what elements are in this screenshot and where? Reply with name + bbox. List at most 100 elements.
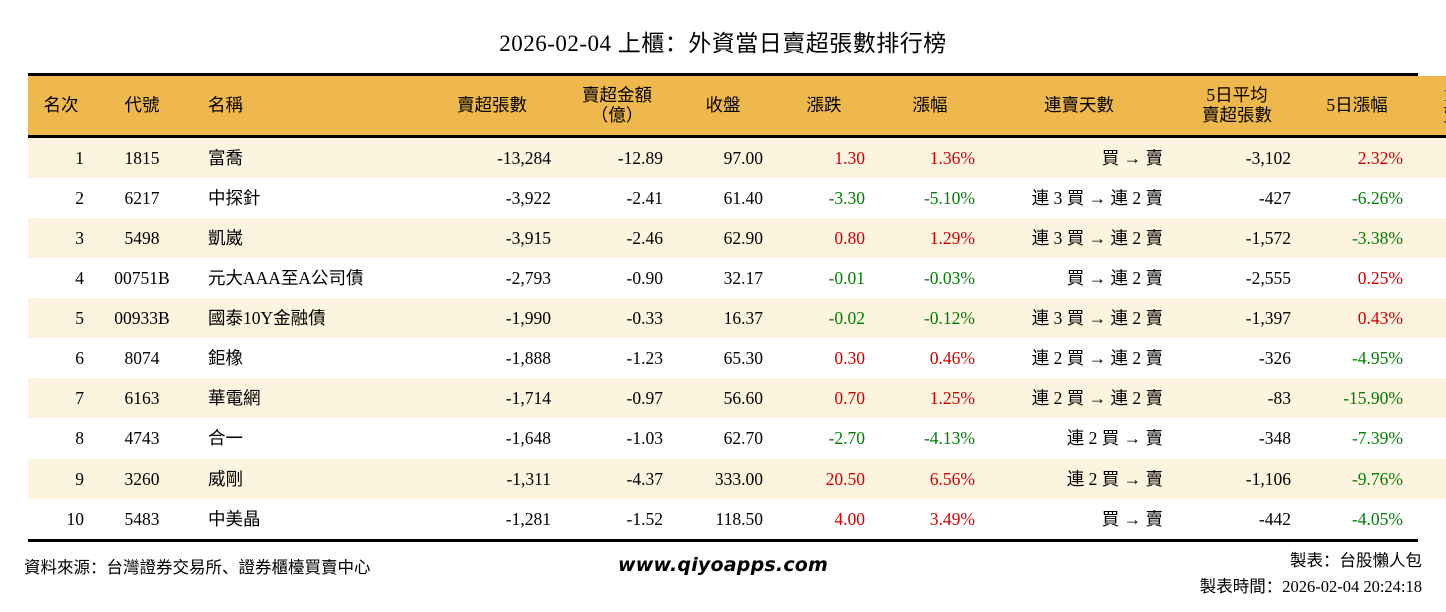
table-row[interactable]: 4 00751B 元大AAA至A公司債 -2,793 -0.90 32.17 -0.01 -0… <box>28 257 1446 299</box>
cell-avg10: -1,280 <box>1413 218 1446 258</box>
cell-volume: -13,284 <box>497 147 551 168</box>
footer-source: 資料來源：台灣證券交易所、證券櫃檯買賣中心 <box>24 558 371 577</box>
cell-volume: -1,714 <box>505 388 551 409</box>
cell-code: 1815 <box>124 147 160 168</box>
table-body: 1 1815 富喬 -13,284 -12.89 97.00 1.30 1.36% 買 → 賣 -… <box>28 136 1446 539</box>
cell-avg10: -312 <box>1413 418 1446 458</box>
cell-close: 97.00 <box>723 147 763 168</box>
col-header-amount: 賣超金額 （億） <box>561 76 673 138</box>
col-header-avg10-line2: 賣超張數 <box>1423 105 1446 125</box>
col-header-name: 名稱 <box>190 76 423 138</box>
cell-rank: 2 <box>75 187 84 208</box>
cell-change-pct: 1.29% <box>929 227 975 248</box>
cell-change-pct: -0.03% <box>923 267 975 288</box>
cell-change: -3.30 <box>828 187 865 208</box>
ranking-table: 名次 代號 名稱 賣超張數 賣超金額 （億） 收盤 漲跌 漲幅 連賣天數 5日平… <box>28 76 1446 539</box>
cell-amount: -1.03 <box>626 428 663 449</box>
col-header-avg10-line1: 10日平均 <box>1423 85 1446 105</box>
footer-author: 製表：台股懶人包 <box>1290 551 1422 570</box>
cell-pct5: -3.38% <box>1351 227 1403 248</box>
col-header-avg5-line1: 5日平均 <box>1206 85 1268 105</box>
cell-streak: 連 2 買 → 連 2 賣 <box>1031 348 1163 369</box>
col-header-amount-line1: 賣超金額 <box>582 85 652 105</box>
table-row[interactable]: 2 6217 中探針 -3,922 -2.41 61.40 -3.30 -5.10% 連 3 買… <box>28 177 1446 218</box>
cell-name: 威剛 <box>208 468 243 489</box>
cell-volume: -1,311 <box>506 468 551 489</box>
cell-avg5: -427 <box>1258 187 1291 208</box>
cell-rank: 6 <box>75 348 84 369</box>
cell-avg10: -462 <box>1413 499 1446 539</box>
cell-change-pct: -5.10% <box>923 187 975 208</box>
cell-code: 4743 <box>124 428 160 449</box>
cell-close: 61.40 <box>723 187 763 208</box>
cell-volume: -3,922 <box>505 187 551 208</box>
cell-name: 合一 <box>208 428 243 449</box>
cell-amount: -2.46 <box>626 227 663 248</box>
cell-change: 1.30 <box>834 147 865 168</box>
cell-avg10: -1,667 <box>1413 258 1446 298</box>
cell-change-pct: 1.25% <box>929 388 975 409</box>
cell-change: 4.00 <box>834 508 865 529</box>
cell-rank: 3 <box>75 227 84 248</box>
cell-change-pct: 0.46% <box>929 348 975 369</box>
cell-avg5: -3,102 <box>1245 147 1291 168</box>
cell-amount: -0.97 <box>626 388 663 409</box>
table-row[interactable]: 3 5498 凱崴 -3,915 -2.46 62.90 0.80 1.29% 連 3 買 → … <box>28 217 1446 258</box>
cell-avg10: -1,082 <box>1413 459 1446 499</box>
cell-amount: -1.52 <box>626 508 663 529</box>
cell-amount: -0.90 <box>626 267 663 288</box>
col-header-avg10: 10日平均 賣超張數 <box>1413 76 1446 138</box>
table-header-row: 名次 代號 名稱 賣超張數 賣超金額 （億） 收盤 漲跌 漲幅 連賣天數 5日平… <box>28 76 1446 138</box>
col-header-amount-line2: （億） <box>590 105 644 126</box>
cell-avg10: -222 <box>1413 378 1446 418</box>
cell-close: 16.37 <box>723 308 763 329</box>
page-footer: 資料來源：台灣證券交易所、證券櫃檯買賣中心 www.qiyoapps.com 製… <box>0 548 1446 604</box>
cell-rank: 9 <box>75 468 84 489</box>
cell-code: 5498 <box>124 227 160 248</box>
cell-pct5: 0.43% <box>1357 308 1403 329</box>
cell-rank: 1 <box>75 147 84 168</box>
cell-pct5: -6.26% <box>1351 187 1403 208</box>
cell-avg5: -83 <box>1267 388 1291 409</box>
table-row[interactable]: 10 5483 中美晶 -1,281 -1.52 118.50 4.00 3.49% 買 → 賣… <box>28 498 1446 539</box>
col-header-pct5: 5日漲幅 <box>1301 76 1413 138</box>
cell-close: 32.17 <box>723 267 763 288</box>
cell-code: 00751B <box>114 267 170 288</box>
table-row[interactable]: 9 3260 威剛 -1,311 -4.37 333.00 20.50 6.56% 連 2 買 … <box>28 458 1446 499</box>
cell-pct5: -15.90% <box>1343 388 1403 409</box>
cell-avg5: -326 <box>1258 348 1291 369</box>
table-row[interactable]: 6 8074 鉅橡 -1,888 -1.23 65.30 0.30 0.46% 連 2 買 → … <box>28 338 1446 379</box>
col-header-change-pct: 漲幅 <box>875 76 985 138</box>
cell-change-pct: 6.56% <box>929 468 975 489</box>
table-row[interactable]: 1 1815 富喬 -13,284 -12.89 97.00 1.30 1.36% 買 → 賣 -… <box>28 136 1446 178</box>
cell-volume: -1,648 <box>505 428 551 449</box>
table-row[interactable]: 8 4743 合一 -1,648 -1.03 62.70 -2.70 -4.13% 連 2 買 … <box>28 418 1446 459</box>
table-row[interactable]: 7 6163 華電網 -1,714 -0.97 56.60 0.70 1.25% 連 2 買 →… <box>28 378 1446 419</box>
cell-rank: 4 <box>75 267 84 288</box>
cell-streak: 連 2 買 → 連 2 賣 <box>1031 388 1163 409</box>
cell-avg5: -348 <box>1258 428 1291 449</box>
cell-amount: -1.23 <box>626 348 663 369</box>
cell-close: 65.30 <box>723 348 763 369</box>
cell-change: -0.01 <box>828 267 865 288</box>
col-header-change: 漲跌 <box>773 76 875 138</box>
cell-pct5: -4.05% <box>1351 508 1403 529</box>
cell-volume: -2,793 <box>505 267 551 288</box>
table-header: 名次 代號 名稱 賣超張數 賣超金額 （億） 收盤 漲跌 漲幅 連賣天數 5日平… <box>28 76 1446 138</box>
ranking-table-container: 名次 代號 名稱 賣超張數 賣超金額 （億） 收盤 漲跌 漲幅 連賣天數 5日平… <box>28 73 1446 542</box>
page-title: 2026-02-04 上櫃：外資當日賣超張數排行榜 <box>499 31 947 56</box>
table-row[interactable]: 5 00933B 國泰10Y金融債 -1,990 -0.33 16.37 -0.02 -0.1… <box>28 298 1446 339</box>
cell-avg5: -2,555 <box>1245 267 1291 288</box>
cell-close: 333.00 <box>714 468 763 489</box>
col-header-avg5: 5日平均 賣超張數 <box>1173 76 1301 138</box>
cell-change-pct: -0.12% <box>923 308 975 329</box>
cell-avg5: -442 <box>1258 508 1291 529</box>
cell-avg5: -1,397 <box>1245 308 1291 329</box>
cell-change: 0.80 <box>834 227 865 248</box>
cell-streak: 連 2 買 → 賣 <box>1066 428 1163 449</box>
cell-code: 3260 <box>124 468 160 489</box>
cell-change: -2.70 <box>828 428 865 449</box>
cell-amount: -0.33 <box>626 308 663 329</box>
cell-name: 中美晶 <box>208 508 261 529</box>
cell-code: 6217 <box>124 187 160 208</box>
